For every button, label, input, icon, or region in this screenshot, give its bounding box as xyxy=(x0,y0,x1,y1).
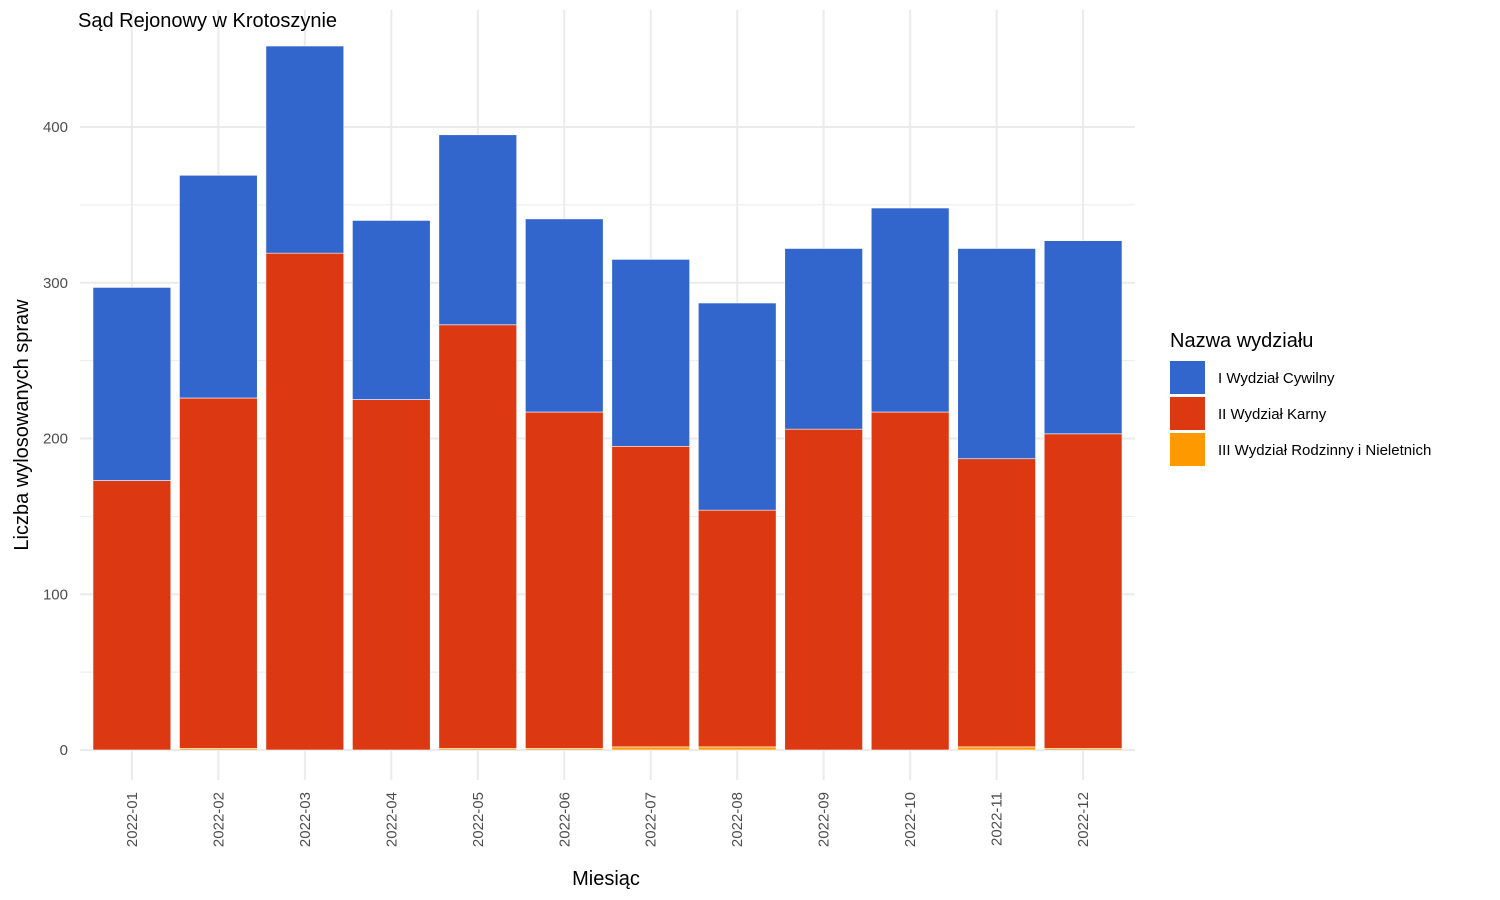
y-tick-label: 100 xyxy=(43,586,68,603)
bar-segment xyxy=(265,45,345,254)
x-tick-label: 2022-09 xyxy=(816,792,833,847)
y-tick-label: 400 xyxy=(43,119,68,136)
bar-segment xyxy=(870,411,950,751)
bar-segment xyxy=(92,287,172,481)
bars xyxy=(92,45,1123,751)
legend-title: Nazwa wydziału xyxy=(1170,330,1313,352)
bar-segment xyxy=(957,746,1036,751)
x-tick-label: 2022-07 xyxy=(643,792,660,847)
bar-segment xyxy=(611,746,690,751)
y-tick-label: 200 xyxy=(43,431,68,448)
legend-label: III Wydział Rodzinny i Nieletnich xyxy=(1218,442,1431,459)
y-tick-label: 0 xyxy=(60,742,68,759)
x-axis-title: Miesiąc xyxy=(572,868,640,890)
bar-segment xyxy=(265,252,345,751)
bar-segment xyxy=(697,746,777,751)
legend-swatch xyxy=(1170,397,1205,430)
bar-segment xyxy=(525,218,604,413)
x-tick-label: 2022-01 xyxy=(124,792,141,847)
x-tick-label: 2022-05 xyxy=(470,792,487,847)
x-axis-ticks: 2022-01 2022-02 2022-03 2022-04 2022-05 2022-… xyxy=(124,792,1092,847)
x-tick-label: 2022-03 xyxy=(297,792,314,847)
bar-segment xyxy=(957,248,1036,460)
x-tick-label: 2022-12 xyxy=(1075,792,1092,847)
x-tick-label: 2022-11 xyxy=(989,792,1006,846)
bar-segment xyxy=(438,324,517,749)
bar-segment xyxy=(611,445,690,748)
chart-title: Sąd Rejonowy w Krotoszynie xyxy=(78,10,337,32)
legend-label: I Wydział Cywilny xyxy=(1218,370,1335,387)
bar-segment xyxy=(438,134,517,326)
x-tick-label: 2022-08 xyxy=(729,792,746,847)
legend-items: I Wydział Cywilny II Wydział Karny III Wyd… xyxy=(1170,361,1431,466)
bar-segment xyxy=(784,428,863,751)
bar-segment xyxy=(179,174,258,399)
bar-segment xyxy=(92,480,172,751)
x-tick-label: 2022-04 xyxy=(383,792,400,847)
bar-segment xyxy=(697,302,777,511)
legend-swatch xyxy=(1170,361,1205,394)
x-tick-label: 2022-10 xyxy=(902,792,919,847)
legend: Nazwa wydziału I Wydział Cywilny II Wydzi… xyxy=(1170,330,1431,466)
y-axis-title: Liczba wylosowanych spraw xyxy=(11,299,33,551)
bar-segment xyxy=(525,411,604,749)
bar-segment xyxy=(870,207,950,413)
bar-segment xyxy=(352,399,431,751)
legend-swatch xyxy=(1170,433,1205,466)
legend-label: II Wydział Karny xyxy=(1218,406,1327,423)
x-tick-label: 2022-02 xyxy=(210,792,227,847)
bar-segment xyxy=(1043,240,1123,435)
bar-segment xyxy=(697,509,777,748)
bar-segment xyxy=(352,220,431,400)
y-axis-ticks: 0 100 200 300 400 xyxy=(43,119,68,759)
y-tick-label: 300 xyxy=(43,275,68,292)
bar-segment xyxy=(957,458,1036,748)
bar-segment xyxy=(1043,433,1123,749)
x-tick-label: 2022-06 xyxy=(556,792,573,847)
bar-segment xyxy=(611,259,690,447)
bar-segment xyxy=(784,248,863,430)
bar-segment xyxy=(179,397,258,749)
